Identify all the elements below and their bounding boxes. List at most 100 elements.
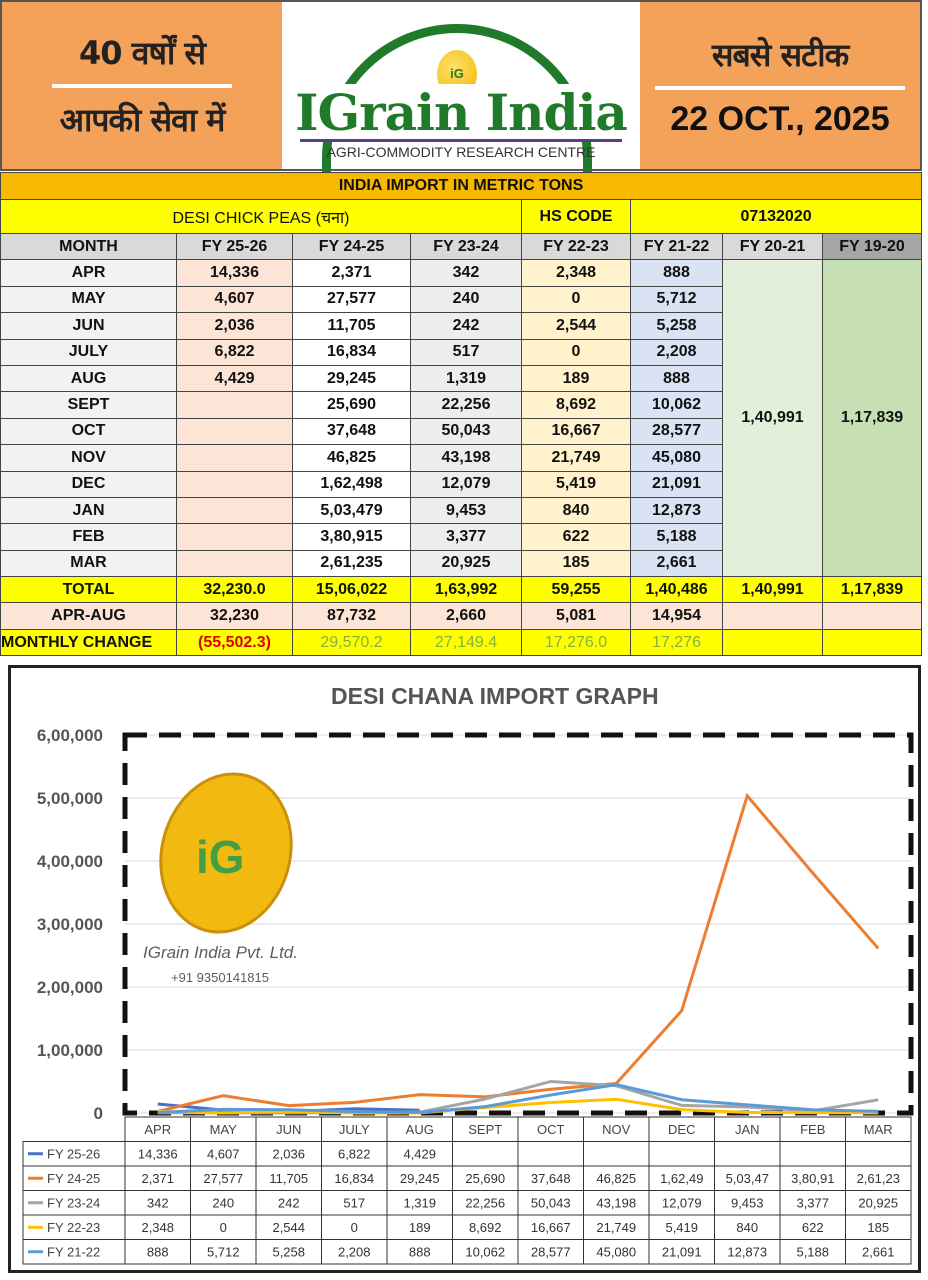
value-cell xyxy=(722,602,823,630)
data-label: 2,661 xyxy=(862,1245,895,1260)
data-label: 6,822 xyxy=(338,1147,371,1162)
tagline-accurate: सबसे सटीक xyxy=(711,35,849,74)
value-cell: 5,188 xyxy=(630,523,723,551)
value-cell: 342 xyxy=(410,259,522,287)
table-row: MAR 2,61,235 20,925 185 2,661 xyxy=(0,549,922,578)
data-label: 1,319 xyxy=(403,1196,436,1211)
value-cell: 11,705 xyxy=(292,312,411,340)
data-label: 45,080 xyxy=(596,1245,636,1260)
table-row: OCT 37,648 50,043 16,667 28,577 xyxy=(0,417,922,446)
value-cell xyxy=(176,549,293,578)
column-header: FY 25-26 xyxy=(176,232,293,261)
value-cell xyxy=(722,628,823,657)
data-label: 342 xyxy=(147,1196,169,1211)
data-label: 3,377 xyxy=(796,1196,829,1211)
value-cell: 1,17,839 xyxy=(821,576,923,604)
x-tick-label: FEB xyxy=(800,1122,825,1137)
data-label: 0 xyxy=(351,1220,358,1235)
column-header: FY 22-23 xyxy=(521,232,631,261)
table-row: APR 14,336 2,371 342 2,348 888 1,40,991 1,17,83… xyxy=(0,259,923,578)
month-cell: FEB xyxy=(0,523,177,551)
column-header: FY 19-20 xyxy=(821,232,923,261)
monthly-change-row: MONTHLY CHANGE (55,502.3) 29,570.2 27,149.4… xyxy=(0,628,923,657)
value-cell: 32,230 xyxy=(176,602,293,630)
value-cell: 14,954 xyxy=(630,602,723,630)
value-cell: 1,319 xyxy=(410,364,522,393)
data-label: 29,245 xyxy=(400,1171,440,1186)
data-label: 46,825 xyxy=(596,1171,636,1186)
x-tick-label: JUN xyxy=(276,1122,301,1137)
import-table: INDIA IMPORT IN METRIC TONS DESI CHICK P… xyxy=(0,172,923,657)
data-label: 16,667 xyxy=(531,1220,571,1235)
value-cell: 4,429 xyxy=(176,364,293,393)
data-label: 240 xyxy=(212,1196,234,1211)
hs-code-value: 07132020 xyxy=(629,199,923,234)
value-cell: 4,607 xyxy=(176,285,293,314)
value-cell: 2,208 xyxy=(630,338,723,366)
apr-aug-row: APR-AUG 32,230 87,732 2,660 5,081 14,954 xyxy=(0,602,923,630)
watermark-logo: iG IGrain India Pvt. Ltd. +91 9350141815 xyxy=(143,772,298,985)
x-tick-label: JULY xyxy=(339,1122,370,1137)
y-tick-label: 6,00,000 xyxy=(37,726,103,745)
value-cell: 1,62,498 xyxy=(292,470,411,498)
table-row: JULY 6,822 16,834 517 0 2,208 xyxy=(0,338,922,366)
data-label: 37,648 xyxy=(531,1171,571,1186)
table-row: DEC 1,62,498 12,079 5,419 21,091 xyxy=(0,470,922,498)
y-tick-label: 1,00,000 xyxy=(37,1041,103,1060)
value-cell: 1,40,486 xyxy=(630,576,723,604)
header-right-panel: सबसे सटीक 22 OCT., 2025 xyxy=(640,2,920,169)
value-cell: 25,690 xyxy=(292,391,411,419)
value-cell: 5,419 xyxy=(521,470,631,498)
data-label: 189 xyxy=(409,1220,431,1235)
data-label: 10,062 xyxy=(465,1245,505,1260)
value-cell: 28,577 xyxy=(630,417,723,446)
value-cell: 840 xyxy=(521,496,631,525)
value-cell: 2,036 xyxy=(176,312,293,340)
watermark-phone: +91 9350141815 xyxy=(171,970,269,985)
column-header: FY 20-21 xyxy=(722,232,823,261)
value-cell: 888 xyxy=(630,259,723,287)
brand-logo: iG IGrain India AGRI-COMMODITY RESEARCH … xyxy=(282,2,640,174)
brand-subtitle: AGRI-COMMODITY RESEARCH CENTRE xyxy=(326,144,596,160)
month-cell: SEPT xyxy=(0,391,177,419)
x-tick-label: APR xyxy=(144,1122,171,1137)
value-cell: 622 xyxy=(521,523,631,551)
data-label: 22,256 xyxy=(465,1196,505,1211)
data-label: 5,419 xyxy=(665,1220,698,1235)
value-cell: (55,502.3) xyxy=(176,628,293,657)
month-cell: MAR xyxy=(0,549,177,578)
value-cell: 8,692 xyxy=(521,391,631,419)
value-cell: 0 xyxy=(521,285,631,314)
data-label: 12,873 xyxy=(727,1245,767,1260)
data-label: 43,198 xyxy=(596,1196,636,1211)
value-cell: 9,453 xyxy=(410,496,522,525)
column-header: FY 24-25 xyxy=(292,232,411,261)
value-cell: 189 xyxy=(521,364,631,393)
annual-total-cell: 1,17,839 xyxy=(821,259,923,578)
logo-underline xyxy=(300,139,622,142)
y-tick-label: 4,00,000 xyxy=(37,852,103,871)
row-label: TOTAL xyxy=(0,576,177,604)
value-cell: 242 xyxy=(410,312,522,340)
value-cell: 3,377 xyxy=(410,523,522,551)
row-label: APR-AUG xyxy=(0,602,177,630)
month-cell: APR xyxy=(0,259,177,287)
value-cell: 27,577 xyxy=(292,285,411,314)
tagline-service: आपकी सेवा में xyxy=(59,100,226,139)
value-cell: 2,660 xyxy=(410,602,522,630)
value-cell xyxy=(821,602,923,630)
watermark-coin-icon xyxy=(159,772,293,934)
data-label: 11,705 xyxy=(269,1171,308,1186)
watermark-coin-text: iG xyxy=(196,831,245,883)
x-tick-label: OCT xyxy=(537,1122,565,1137)
value-cell xyxy=(176,417,293,446)
value-cell: 20,925 xyxy=(410,549,522,578)
header-left-panel: 40 वर्षों से आपकी सेवा में xyxy=(2,2,282,169)
table-row: MAY 4,607 27,577 240 0 5,712 xyxy=(0,285,922,314)
value-cell: 5,03,479 xyxy=(292,496,411,525)
value-cell: 12,079 xyxy=(410,470,522,498)
value-cell: 6,822 xyxy=(176,338,293,366)
value-cell: 3,80,915 xyxy=(292,523,411,551)
legend-label: FY 23-24 xyxy=(47,1196,100,1211)
value-cell: 46,825 xyxy=(292,444,411,472)
